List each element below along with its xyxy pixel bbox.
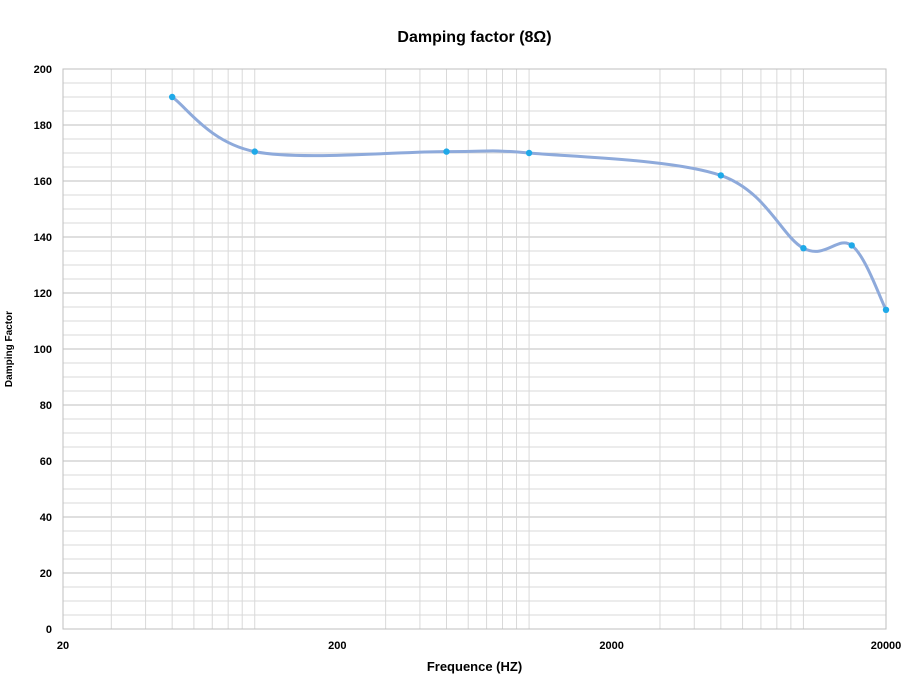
y-tick-label: 20: [40, 568, 52, 580]
y-tick-label: 160: [34, 176, 52, 188]
data-point: [525, 149, 533, 157]
y-tick-label: 180: [34, 120, 52, 132]
y-tick-label: 200: [34, 64, 52, 76]
series-line: [170, 95, 888, 312]
x-tick-label: 2000: [599, 640, 623, 652]
data-point: [848, 242, 855, 249]
y-tick-label: 80: [40, 400, 52, 412]
data-point: [443, 148, 450, 155]
y-tick-label: 100: [34, 344, 52, 356]
data-point: [800, 245, 807, 252]
x-tick-label: 200: [328, 640, 346, 652]
data-points: [168, 93, 890, 313]
grid-lines: [63, 68, 886, 630]
tick-labels: 0 20 40 60 80 100 120 140 160 180 200 20 200 2000 2000…: [34, 64, 902, 652]
y-tick-label: 40: [40, 512, 52, 524]
data-point: [882, 306, 890, 313]
x-tick-label: 20000: [871, 640, 902, 652]
y-axis-title: Damping Factor: [4, 311, 15, 387]
x-tick-label: 20: [57, 640, 69, 652]
data-point: [717, 172, 725, 179]
x-axis-title: Frequence (HZ): [427, 659, 522, 674]
y-tick-label: 0: [46, 624, 52, 636]
y-tick-label: 60: [40, 456, 52, 468]
y-tick-label: 140: [34, 232, 52, 244]
data-point: [251, 148, 258, 155]
y-tick-label: 120: [34, 288, 52, 300]
chart-title: Damping factor (8Ω): [397, 29, 551, 46]
data-point: [168, 93, 176, 101]
plot-area: [62, 68, 887, 630]
